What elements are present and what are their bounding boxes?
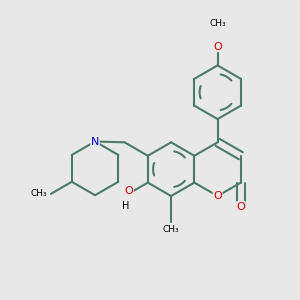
Text: O: O	[213, 191, 222, 201]
Text: CH₃: CH₃	[209, 19, 226, 28]
Text: H: H	[122, 201, 130, 211]
Text: O: O	[236, 202, 245, 212]
Text: CH₃: CH₃	[163, 225, 179, 234]
Text: O: O	[213, 42, 222, 52]
Text: CH₃: CH₃	[30, 189, 47, 198]
Text: N: N	[91, 136, 99, 146]
Text: O: O	[124, 186, 133, 196]
